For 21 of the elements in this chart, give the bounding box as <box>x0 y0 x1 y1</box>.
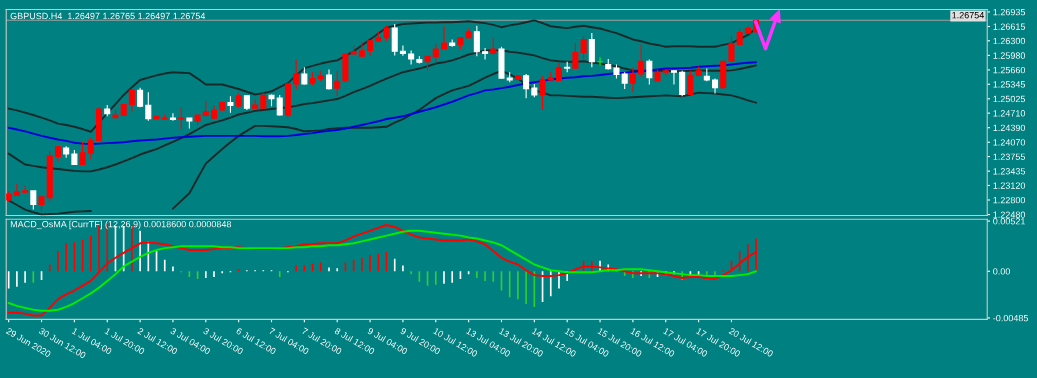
y-tick-label: 1.25660 <box>993 66 1026 74</box>
chart-title: MACD_OsMA [CurrTF] (12,26,9) 0.0018600 0.0000848 <box>10 220 232 230</box>
y-tick-label: 1.23120 <box>993 182 1026 189</box>
y-tick-label: 1.24070 <box>993 139 1026 146</box>
y-tick-label: 1.23435 <box>993 168 1026 175</box>
y-tick-label: -0.00485 <box>993 314 1029 322</box>
y-tick-label: 1.24710 <box>993 110 1026 117</box>
y-tick-label: 0.00 <box>993 268 1010 275</box>
y-tick-label: 1.22800 <box>993 196 1026 204</box>
ref-line-label: 1.26754 <box>952 12 985 19</box>
y-tick-label: 1.26935 <box>993 8 1026 16</box>
y-tick-label: 1.25345 <box>993 81 1026 88</box>
y-tick-label: 1.23755 <box>993 153 1026 160</box>
y-tick-label: 1.25025 <box>993 95 1026 103</box>
y-tick-label: 1.24390 <box>993 124 1026 132</box>
chart-title: GBPUSD.H4 1.26497 1.26765 1.26497 1.26754 <box>10 12 206 20</box>
y-tick-label: 1.26615 <box>993 23 1026 30</box>
y-tick-label: 1.25980 <box>993 52 1026 59</box>
y-tick-label: 1.26300 <box>993 37 1026 45</box>
y-tick-label: 1.22480 <box>993 211 1026 218</box>
y-tick-label: 0.00521 <box>993 218 1025 225</box>
